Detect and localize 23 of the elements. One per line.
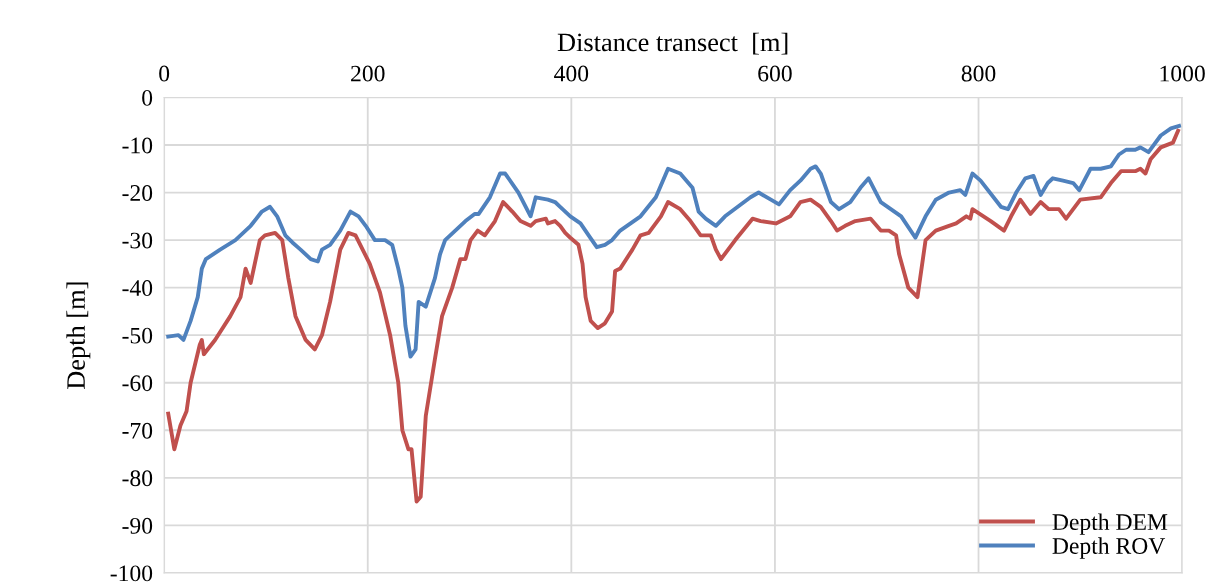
y-tick-label: -30 — [122, 232, 153, 249]
x-tick-label: 1000 — [1160, 65, 1205, 82]
line-series — [166, 128, 1180, 504]
y-axis-title: Depth [m] — [66, 282, 91, 390]
y-tick-label: -90 — [122, 517, 153, 534]
x-tick-label: 800 — [961, 65, 996, 82]
x-axis-title: Distance transect [m] — [557, 32, 788, 55]
y-tick-label: 0 — [142, 89, 153, 106]
y-tick-label: -100 — [110, 565, 153, 582]
x-tick-label: 200 — [351, 65, 385, 82]
y-tick-label: -10 — [122, 137, 153, 154]
y-tick-label: -60 — [122, 375, 153, 392]
y-tick-label: -40 — [122, 280, 153, 297]
x-tick-label: 400 — [554, 65, 589, 82]
line-series — [166, 124, 1182, 359]
y-tick-label: -50 — [122, 327, 153, 344]
y-tick-label: -70 — [122, 422, 153, 439]
x-tick-label: 600 — [758, 65, 792, 82]
x-tick-label: 0 — [159, 65, 170, 82]
legend-label: Depth DEM — [1052, 513, 1168, 535]
y-tick-label: -80 — [122, 470, 153, 487]
legend-label: Depth ROV — [1052, 537, 1166, 559]
y-tick-label: -20 — [122, 185, 153, 201]
